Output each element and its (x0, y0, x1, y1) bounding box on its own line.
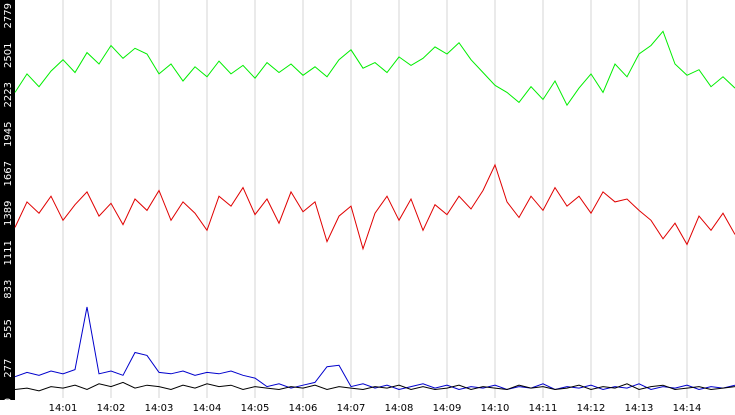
y-tick-label: 833 (3, 280, 14, 299)
x-tick-label: 14:10 (481, 403, 510, 414)
x-tick-label: 14:09 (433, 403, 462, 414)
y-tick-label: 1389 (3, 201, 14, 226)
y-tick-label: 1945 (3, 122, 14, 147)
y-axis-strip (0, 0, 15, 400)
x-tick-label: 14:01 (49, 403, 78, 414)
y-tick-label: 555 (3, 319, 14, 338)
y-tick-label: 2501 (3, 43, 14, 68)
x-tick-label: 14:02 (97, 403, 126, 414)
series-line (14, 30, 735, 107)
y-tick-label: 1111 (3, 240, 14, 265)
series-line (14, 306, 735, 391)
x-tick-label: 14:05 (241, 403, 270, 414)
x-tick-label: 14:03 (145, 403, 174, 414)
x-tick-label: 14:07 (337, 403, 366, 414)
x-tick-label: 14:06 (289, 403, 318, 414)
y-tick-label: 2223 (3, 82, 14, 107)
y-tick-label: 2779 (3, 3, 14, 28)
x-tick-label: 14:04 (193, 403, 222, 414)
y-tick-label: 1667 (3, 161, 14, 186)
x-tick-label: 14:13 (625, 403, 654, 414)
x-tick-label: 14:14 (673, 403, 702, 414)
x-tick-label: 14:12 (577, 403, 606, 414)
x-tick-label: 14:11 (529, 403, 558, 414)
y-tick-label: 277 (3, 359, 14, 378)
series-line (14, 381, 735, 392)
y-tick-label: 0 (3, 398, 14, 404)
series-line (14, 163, 735, 251)
x-tick-label: 14:08 (385, 403, 414, 414)
